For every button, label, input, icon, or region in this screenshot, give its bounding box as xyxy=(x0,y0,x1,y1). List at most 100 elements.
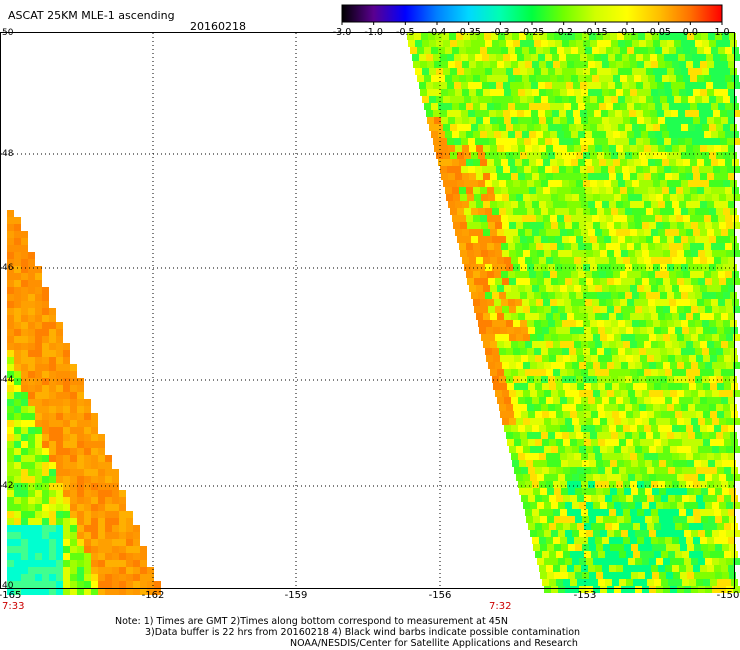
data-cell xyxy=(574,509,581,516)
data-cell xyxy=(618,236,625,243)
data-cell xyxy=(487,187,494,194)
data-cell xyxy=(455,117,462,124)
data-cell xyxy=(723,404,730,411)
data-cell xyxy=(42,462,49,469)
data-cell xyxy=(648,103,655,110)
data-cell xyxy=(586,278,593,285)
data-cell xyxy=(516,222,523,229)
data-cell xyxy=(602,201,609,208)
data-cell xyxy=(457,180,464,187)
data-cell xyxy=(520,264,527,271)
data-cell xyxy=(606,47,613,54)
data-cell xyxy=(502,306,509,313)
data-cell xyxy=(497,257,504,264)
data-cell xyxy=(522,103,529,110)
data-cell xyxy=(580,110,587,117)
data-cell xyxy=(518,425,525,432)
data-cell xyxy=(542,411,549,418)
data-cell xyxy=(521,411,528,418)
data-cell xyxy=(574,89,581,96)
data-cell xyxy=(461,54,468,61)
data-cell xyxy=(588,61,595,68)
data-cell xyxy=(14,434,21,441)
data-cell xyxy=(479,327,486,334)
data-cell xyxy=(506,180,513,187)
data-cell xyxy=(464,236,471,243)
data-cell xyxy=(14,525,21,532)
data-cell xyxy=(704,47,711,54)
data-cell xyxy=(684,502,691,509)
data-cell xyxy=(661,327,668,334)
data-cell xyxy=(726,418,733,425)
data-cell xyxy=(21,329,28,336)
data-cell xyxy=(593,278,600,285)
data-cell xyxy=(569,292,576,299)
data-cell xyxy=(35,266,42,273)
data-cell xyxy=(21,413,28,420)
data-cell xyxy=(557,299,564,306)
data-cell xyxy=(14,399,21,406)
data-cell xyxy=(723,180,730,187)
data-cell xyxy=(702,432,709,439)
data-cell xyxy=(616,173,623,180)
data-cell xyxy=(126,539,133,546)
data-cell xyxy=(636,166,643,173)
data-cell xyxy=(581,117,588,124)
data-cell xyxy=(14,252,21,259)
data-cell xyxy=(614,446,621,453)
data-cell xyxy=(539,397,546,404)
data-cell xyxy=(633,327,640,334)
data-cell xyxy=(520,236,527,243)
data-cell xyxy=(35,357,42,364)
data-cell xyxy=(727,110,734,117)
data-cell xyxy=(516,306,523,313)
data-cell xyxy=(614,474,621,481)
data-cell xyxy=(602,369,609,376)
data-cell xyxy=(639,292,646,299)
data-cell xyxy=(728,509,735,516)
data-cell xyxy=(476,173,483,180)
data-cell xyxy=(659,544,666,551)
data-cell xyxy=(546,369,553,376)
data-cell xyxy=(551,558,558,565)
data-cell xyxy=(523,474,530,481)
data-cell xyxy=(674,96,681,103)
data-cell xyxy=(28,322,35,329)
data-cell xyxy=(710,467,717,474)
data-cell xyxy=(14,259,21,266)
data-cell xyxy=(77,532,84,539)
data-cell xyxy=(572,306,579,313)
data-cell xyxy=(548,320,555,327)
data-cell xyxy=(664,54,671,61)
data-cell xyxy=(615,110,622,117)
data-cell xyxy=(600,418,607,425)
data-cell xyxy=(562,96,569,103)
data-cell xyxy=(35,371,42,378)
data-cell xyxy=(504,341,511,348)
data-cell xyxy=(520,152,527,159)
data-cell xyxy=(475,138,482,145)
data-cell xyxy=(660,264,667,271)
data-cell xyxy=(539,117,546,124)
data-cell xyxy=(560,173,567,180)
data-cell xyxy=(480,243,487,250)
data-cell xyxy=(677,446,684,453)
data-cell xyxy=(522,215,529,222)
data-cell xyxy=(492,208,499,215)
data-cell xyxy=(670,530,677,537)
data-cell xyxy=(91,448,98,455)
data-cell xyxy=(693,537,700,544)
data-cell xyxy=(703,327,710,334)
data-cell xyxy=(683,243,690,250)
data-cell xyxy=(611,96,618,103)
data-cell xyxy=(429,40,436,47)
data-cell xyxy=(614,390,621,397)
data-cell xyxy=(674,320,681,327)
data-cell xyxy=(626,495,633,502)
data-cell xyxy=(695,292,702,299)
data-cell xyxy=(619,495,626,502)
data-cell xyxy=(562,68,569,75)
data-cell xyxy=(35,413,42,420)
data-cell xyxy=(637,145,644,152)
data-cell xyxy=(712,502,719,509)
